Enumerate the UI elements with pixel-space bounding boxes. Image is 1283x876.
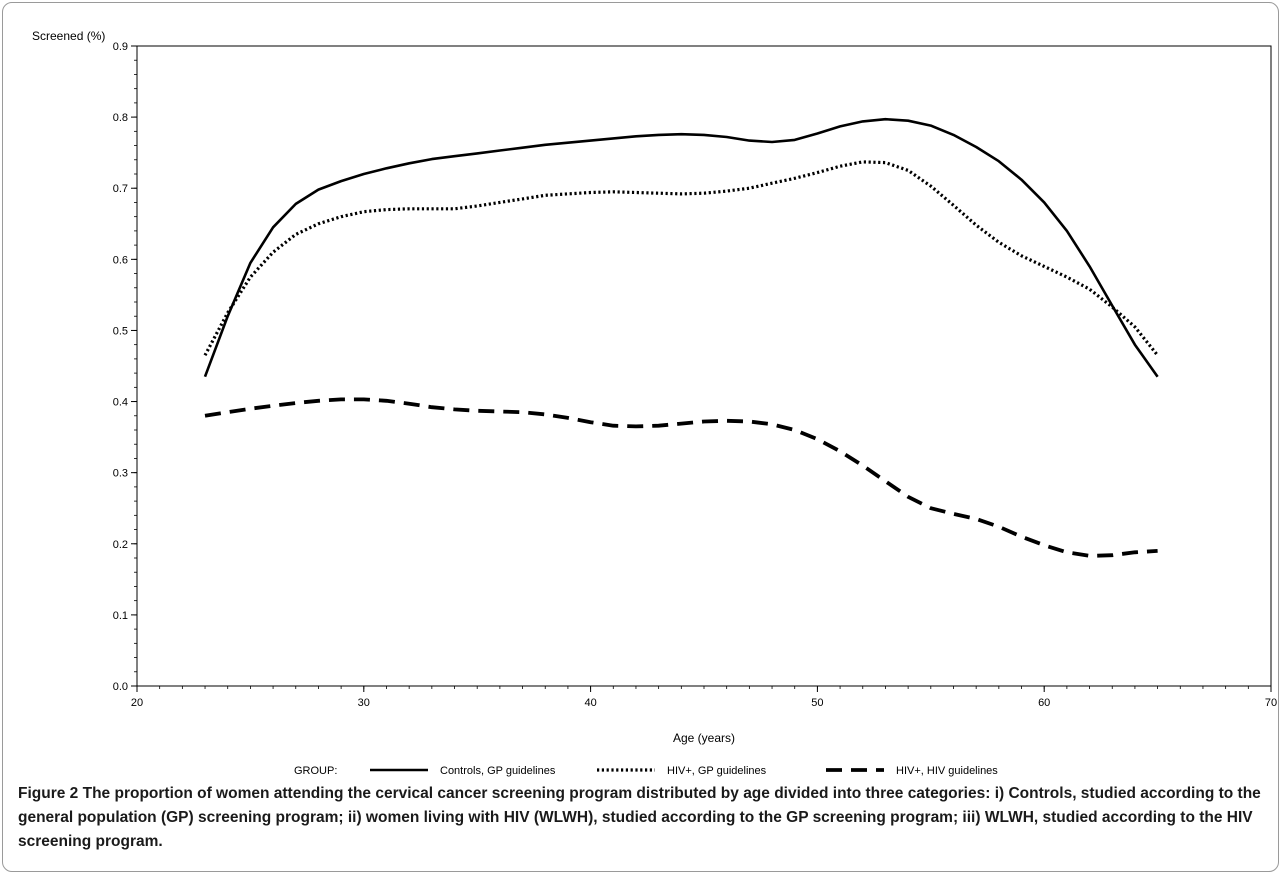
legend-entry-2: HIV+, GP guidelines xyxy=(667,765,767,777)
series-line-3 xyxy=(204,397,1158,558)
line-chart: 0.0 0.1 0.2 0.3 0.4 0.5 0.6 0.7 0.8 0.9 20 30 40 50 6… xyxy=(32,29,1277,777)
x-tick-label: 60 xyxy=(1038,697,1050,709)
y-tick-label: 0.7 xyxy=(113,183,128,195)
legend-entry-1: Controls, GP guidelines xyxy=(440,765,556,777)
y-tick-label: 0.0 xyxy=(113,681,128,693)
series-layer xyxy=(203,117,1159,558)
plot-area xyxy=(136,45,1272,687)
y-tick-label: 0.2 xyxy=(113,539,128,551)
figure-caption: Figure 2 The proportion of women attendi… xyxy=(18,782,1268,854)
x-tick-label: 30 xyxy=(358,697,370,709)
legend-title: GROUP: xyxy=(294,765,337,777)
y-tick-label: 0.1 xyxy=(113,610,128,622)
x-axis-label: Age (years) xyxy=(673,731,735,745)
y-tick-label: 0.4 xyxy=(113,397,128,409)
series-line-2 xyxy=(203,160,1159,357)
series-line-1 xyxy=(203,117,1159,378)
y-tick-label: 0.5 xyxy=(113,325,128,337)
y-axis: 0.0 0.1 0.2 0.3 0.4 0.5 0.6 0.7 0.8 0.9 xyxy=(113,41,137,693)
y-tick-label: 0.3 xyxy=(113,468,128,480)
x-tick-label: 40 xyxy=(584,697,596,709)
x-tick-label: 50 xyxy=(811,697,823,709)
y-tick-label: 0.6 xyxy=(113,254,128,266)
x-axis: 20 30 40 50 60 70 xyxy=(131,686,1277,709)
y-tick-label: 0.9 xyxy=(113,41,128,53)
x-tick-label: 20 xyxy=(131,697,143,709)
caption-text: The proportion of women attending the ce… xyxy=(18,785,1261,850)
legend: GROUP: Controls, GP guidelines HIV+, GP g… xyxy=(294,765,998,777)
x-tick-label: 70 xyxy=(1265,697,1277,709)
y-tick-label: 0.8 xyxy=(113,112,128,124)
caption-label: Figure 2 xyxy=(18,785,83,802)
legend-entry-3: HIV+, HIV guidelines xyxy=(896,765,998,777)
y-axis-label: Screened (%) xyxy=(32,29,105,43)
